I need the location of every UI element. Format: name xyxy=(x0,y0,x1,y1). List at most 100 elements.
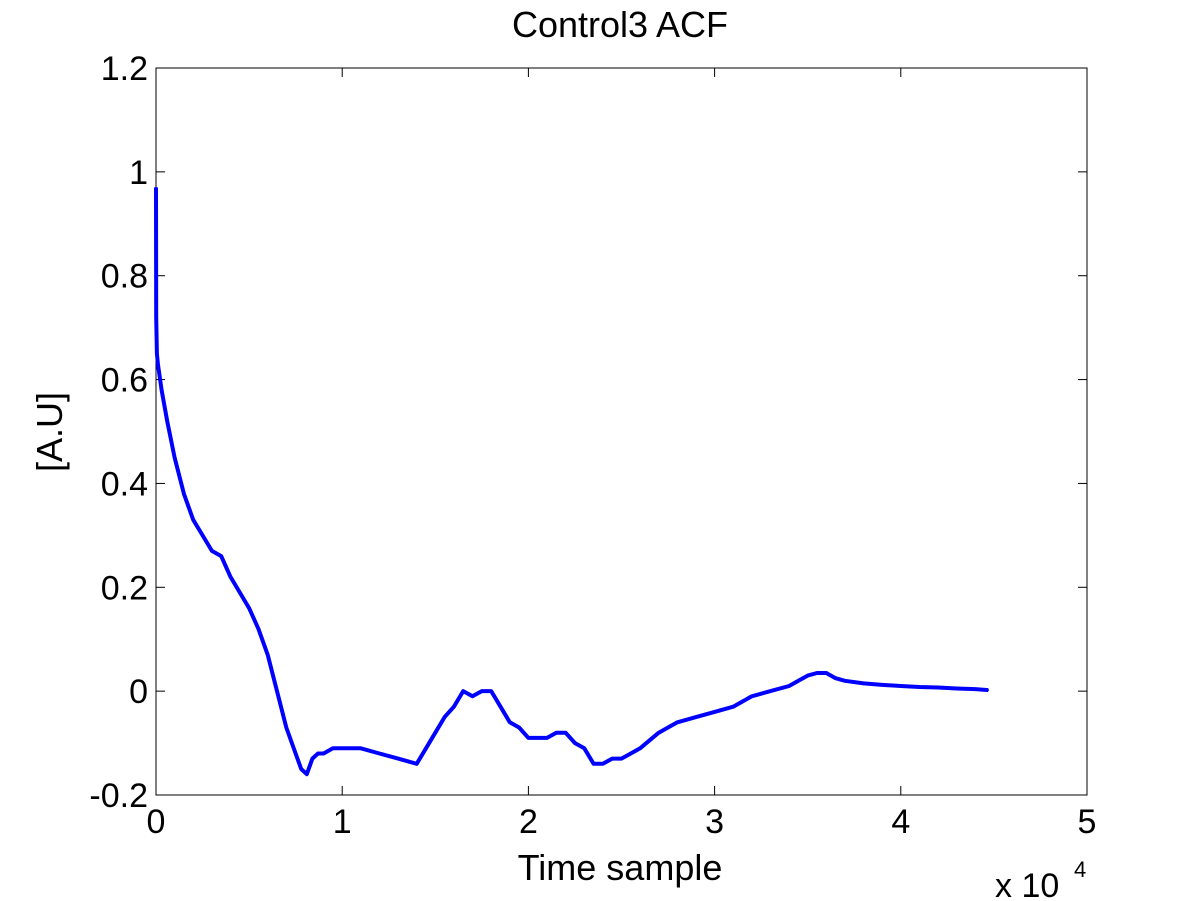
y-tick-label: 1 xyxy=(129,154,148,192)
acf-data-point xyxy=(300,768,303,770)
y-tick-labels: -0.2 0 0.2 0.4 0.6 0.8 1 1.2 xyxy=(89,50,148,815)
acf-data-point xyxy=(453,705,455,708)
y-tick-label: 0.6 xyxy=(101,362,148,400)
acf-data-point xyxy=(360,747,362,750)
y-tick-label: -0.2 xyxy=(89,777,148,815)
x-tick-label: 5 xyxy=(1078,803,1097,841)
acf-data-point xyxy=(536,737,539,739)
acf-data-point xyxy=(602,763,604,765)
acf-data-point xyxy=(166,420,168,422)
x-tick-labels: 0 1 2 3 4 5 xyxy=(147,803,1097,841)
acf-data-point xyxy=(499,705,502,708)
acf-data-point xyxy=(574,742,576,744)
acf-data-point xyxy=(509,721,511,724)
acf-data-point xyxy=(229,576,232,578)
acf-data-point xyxy=(248,607,250,609)
acf-data-point xyxy=(639,747,641,750)
acf-data-point xyxy=(341,747,344,750)
acf-data-point xyxy=(294,752,297,755)
acf-data-point xyxy=(317,752,319,755)
acf-data-point xyxy=(350,747,353,750)
acf-data-point xyxy=(816,672,818,674)
acf-data-point xyxy=(806,674,809,677)
acf-data-point xyxy=(900,685,902,687)
acf-data-point xyxy=(527,737,530,739)
acf-data-point xyxy=(462,690,465,692)
acf-data-point xyxy=(183,493,185,495)
chart-title: Control3 ACF xyxy=(512,4,728,45)
acf-data-point xyxy=(825,672,828,674)
plot-area-frame xyxy=(155,67,1088,796)
acf-data-point xyxy=(918,686,921,688)
acf-data-point xyxy=(630,752,632,755)
series-layer xyxy=(154,186,990,777)
x-tick-label: 0 xyxy=(147,803,166,841)
acf-data-point xyxy=(732,705,734,708)
x-tick-label: 3 xyxy=(705,803,724,841)
acf-data-point xyxy=(583,747,586,750)
acf-data-point xyxy=(862,682,865,685)
acf-data-point xyxy=(201,534,204,537)
acf-data-point xyxy=(955,687,958,690)
acf-data-point xyxy=(695,716,697,718)
acf-data-point xyxy=(285,726,288,729)
acf-data-point xyxy=(834,677,837,679)
y-tick-label: 0.8 xyxy=(101,258,148,296)
acf-data-point xyxy=(239,591,241,594)
acf-data-point xyxy=(974,688,977,690)
acf-data-point xyxy=(751,695,753,698)
y-tick-label: 0 xyxy=(129,673,148,711)
x-tick-label: 4 xyxy=(891,803,910,841)
x-multiplier-exponent: 4 xyxy=(1074,857,1086,882)
acf-data-point xyxy=(434,731,437,734)
acf-data-point xyxy=(713,711,716,713)
acf-data-point xyxy=(937,686,939,689)
acf-data-point xyxy=(769,690,772,692)
acf-data-point xyxy=(415,763,418,765)
acf-data-point xyxy=(987,689,990,691)
acf-data-point xyxy=(797,680,800,682)
acf-data-point xyxy=(378,752,381,755)
acf-data-point xyxy=(211,550,213,552)
x-multiplier-label: x 10 xyxy=(995,867,1059,901)
acf-data-point xyxy=(322,752,325,755)
acf-data-point xyxy=(676,721,679,724)
acf-data-point xyxy=(311,757,314,760)
acf-data-point xyxy=(276,690,278,692)
y-axis-label: [A.U] xyxy=(29,392,70,472)
acf-data-point xyxy=(490,690,493,692)
acf-data-point xyxy=(620,757,623,760)
acf-data-point xyxy=(443,716,446,718)
acf-data-point xyxy=(397,757,399,760)
acf-data-point xyxy=(157,363,159,365)
acf-data-point xyxy=(155,337,158,339)
acf-data-point xyxy=(546,737,548,739)
acf-data-point xyxy=(306,773,308,775)
acf-data-point xyxy=(555,731,558,734)
acf-data-point xyxy=(173,456,176,459)
acf-data-point xyxy=(844,680,846,682)
acf-data-point xyxy=(192,519,194,521)
x-axis-label: Time sample xyxy=(518,847,723,888)
acf-data-point xyxy=(564,731,567,734)
y-tick-label: 0.2 xyxy=(101,569,148,607)
y-tick-label: 1.2 xyxy=(101,50,148,88)
acf-data-point xyxy=(332,747,334,750)
acf-data-point xyxy=(266,654,269,656)
acf-data-point xyxy=(220,555,222,557)
x-tick-label: 2 xyxy=(519,803,538,841)
y-tick-label: 0.4 xyxy=(101,465,148,503)
acf-data-point xyxy=(657,731,660,734)
acf-data-point xyxy=(257,628,260,630)
acf-data-point xyxy=(788,685,790,687)
axis-ticks xyxy=(155,67,1088,796)
acf-data-point xyxy=(881,684,883,686)
acf-data-point xyxy=(155,316,157,319)
acf-data-point xyxy=(611,757,613,760)
x-tick-label: 1 xyxy=(333,803,352,841)
acf-data-point xyxy=(592,763,595,765)
acf-data-point xyxy=(160,389,163,391)
acf-data-point xyxy=(155,186,157,189)
acf-data-point xyxy=(156,352,158,355)
